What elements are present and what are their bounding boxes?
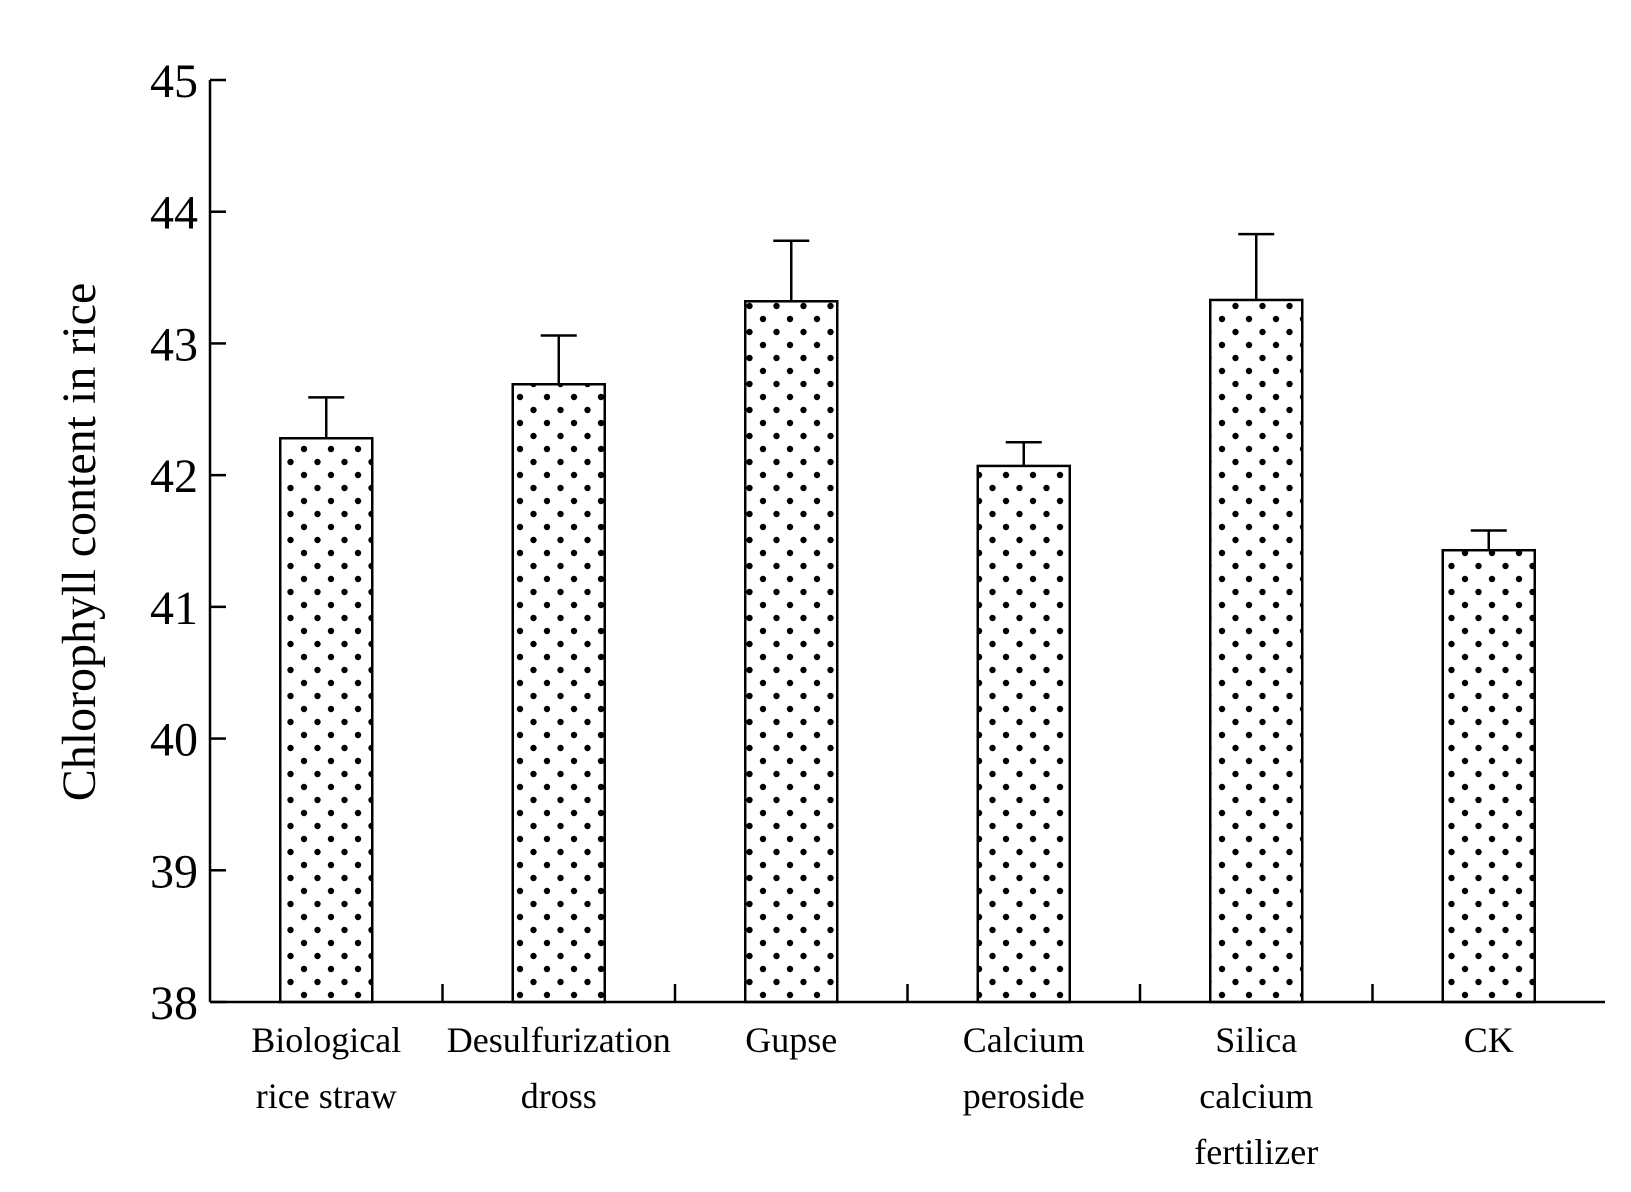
x-category-label: rice straw	[256, 1076, 397, 1116]
y-axis-label: Chlorophyll content in rice	[53, 283, 106, 802]
y-axis-ticks: 38 39 40 41 42 43 44 45	[150, 55, 226, 1030]
y-tick-label: 42	[150, 450, 198, 503]
x-axis-category-labels: Biological rice straw Desulfurization dross…	[251, 1020, 1514, 1172]
x-category-label: Silica	[1215, 1020, 1297, 1060]
bar	[279, 437, 374, 1004]
y-tick-label: 38	[150, 977, 198, 1030]
bars	[279, 298, 1536, 1004]
x-category-label: dross	[521, 1076, 597, 1116]
x-category-label: Calcium	[963, 1020, 1085, 1060]
bar	[1441, 548, 1536, 1004]
y-tick-label: 45	[150, 55, 198, 108]
x-axis-ticks	[441, 984, 1374, 1002]
bar	[1209, 298, 1304, 1004]
x-category-label: peroside	[963, 1076, 1085, 1116]
x-category-label: calcium	[1199, 1076, 1313, 1116]
bar	[744, 300, 839, 1004]
x-category-label: Desulfurization	[447, 1020, 671, 1060]
y-tick-label: 39	[150, 845, 198, 898]
bar	[976, 464, 1071, 1004]
y-tick-label: 40	[150, 714, 198, 767]
x-category-label: CK	[1464, 1020, 1514, 1060]
x-category-label: fertilizer	[1194, 1132, 1318, 1172]
y-tick-label: 44	[150, 187, 198, 240]
x-category-label: Gupse	[745, 1020, 837, 1060]
y-tick-label: 43	[150, 318, 198, 371]
bar	[511, 383, 606, 1004]
error-bars	[308, 232, 1507, 551]
y-tick-label: 41	[150, 582, 198, 635]
x-category-label: Biological	[251, 1020, 401, 1060]
